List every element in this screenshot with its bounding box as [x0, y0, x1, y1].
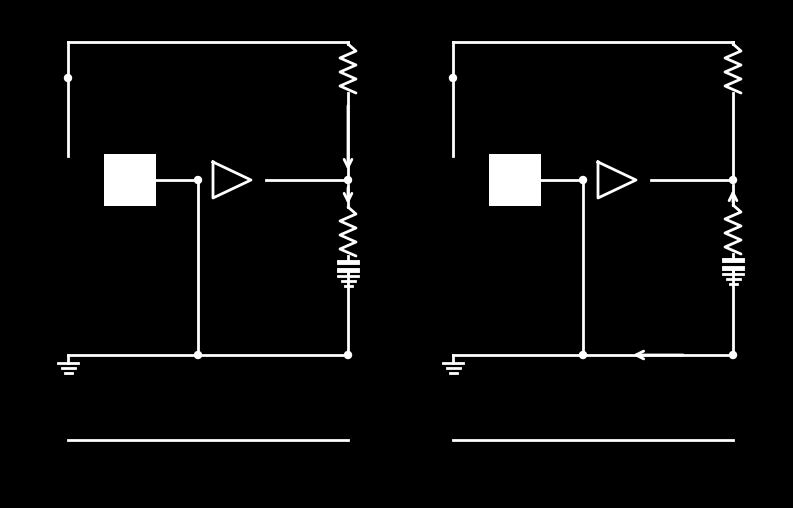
- Circle shape: [580, 352, 587, 359]
- Circle shape: [344, 352, 351, 359]
- Circle shape: [344, 176, 351, 183]
- Circle shape: [450, 75, 457, 81]
- Circle shape: [194, 352, 201, 359]
- Circle shape: [730, 352, 737, 359]
- Circle shape: [580, 176, 587, 183]
- Bar: [489, 154, 541, 206]
- Circle shape: [730, 176, 737, 183]
- Bar: [104, 154, 156, 206]
- Circle shape: [64, 75, 71, 81]
- Circle shape: [194, 176, 201, 183]
